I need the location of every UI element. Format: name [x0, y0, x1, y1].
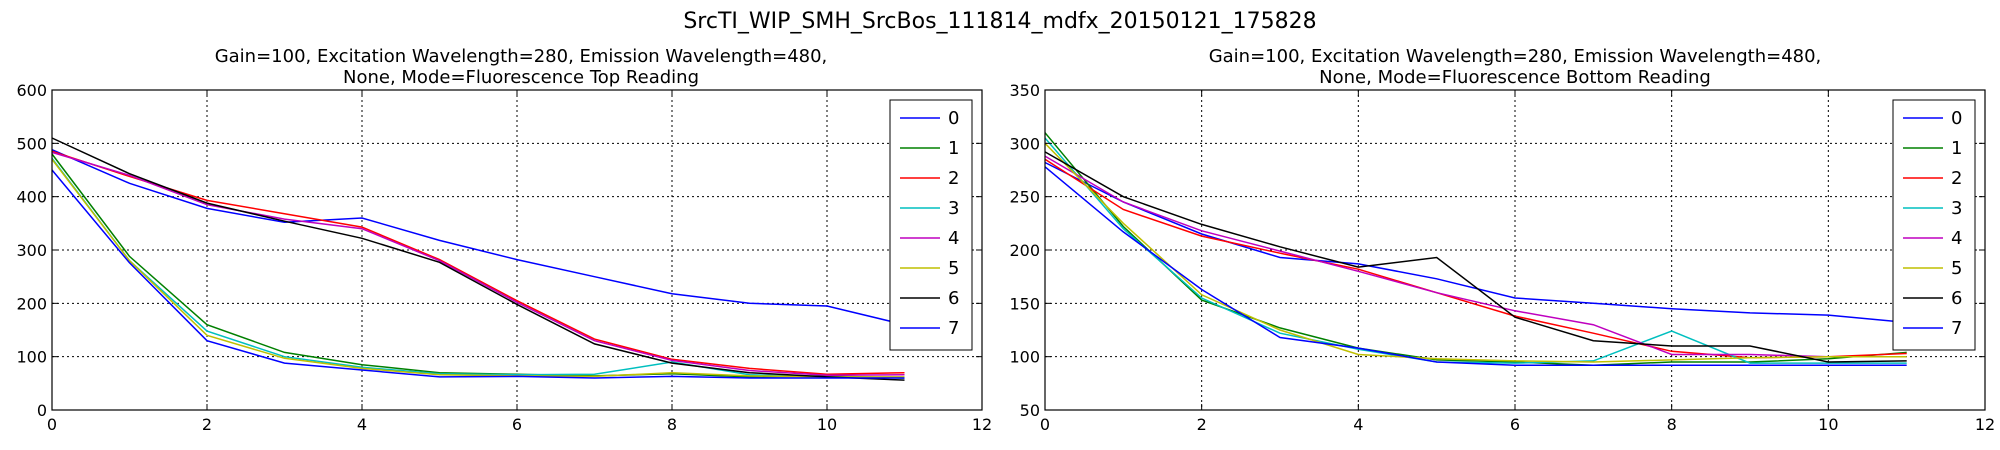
right-legend-box — [1892, 99, 1976, 351]
left-xtick-label: 6 — [512, 415, 522, 434]
right-series-line-1 — [1044, 132, 1907, 366]
right-ytick-label: 50 — [1020, 401, 1040, 420]
right-xtick-label: 0 — [1040, 415, 1050, 434]
left-chart: Gain=100, Excitation Wavelength=280, Emi… — [16, 46, 992, 434]
left-series-line-5 — [51, 158, 905, 378]
left-ytick-label: 500 — [16, 134, 47, 153]
left-legend-label-0: 0 — [948, 108, 959, 129]
right-legend: 0 1 2 3 4 5 6 7 — [1892, 99, 1976, 351]
left-xtick-label: 10 — [817, 415, 837, 434]
right-ytick-label: 200 — [1009, 241, 1040, 260]
right-legend-label-4: 4 — [1951, 228, 1962, 249]
left-ytick-label: 600 — [16, 81, 47, 100]
left-ytick-label: 400 — [16, 188, 47, 207]
right-legend-label-0: 0 — [1951, 108, 1962, 129]
right-xtick-label: 6 — [1510, 415, 1520, 434]
left-series-line-3 — [51, 157, 905, 379]
left-legend: 0 1 2 3 4 5 6 7 — [889, 99, 973, 351]
right-chart-title-line1: Gain=100, Excitation Wavelength=280, Emi… — [1209, 46, 1822, 67]
left-legend-label-4: 4 — [948, 228, 959, 249]
right-xtick-label: 4 — [1353, 415, 1363, 434]
right-ytick-label: 250 — [1009, 188, 1040, 207]
left-xtick-label: 4 — [357, 415, 367, 434]
left-xtick-label: 2 — [202, 415, 212, 434]
left-ytick-label: 200 — [16, 294, 47, 313]
right-legend-label-6: 6 — [1951, 288, 1962, 309]
left-legend-label-7: 7 — [948, 318, 959, 339]
left-chart-title-line1: Gain=100, Excitation Wavelength=280, Emi… — [215, 46, 828, 67]
left-series-line-6 — [51, 137, 905, 381]
left-chart-title-line2: None, Mode=Fluorescence Top Reading — [343, 67, 699, 88]
right-legend-label-7: 7 — [1951, 318, 1962, 339]
right-series-line-4 — [1044, 155, 1907, 358]
left-series-line-0 — [51, 149, 905, 326]
left-legend-label-2: 2 — [948, 168, 959, 189]
left-ytick-label: 300 — [16, 241, 47, 260]
left-legend-label-3: 3 — [948, 198, 959, 219]
right-chart-title-line2: None, Mode=Fluorescence Bottom Reading — [1319, 67, 1711, 88]
right-ytick-label: 300 — [1009, 134, 1040, 153]
figure-suptitle: SrcTI_WIP_SMH_SrcBos_111814_mdfx_2015012… — [683, 9, 1316, 34]
left-series-line-2 — [51, 150, 905, 376]
right-ytick-label: 150 — [1009, 294, 1040, 313]
left-series-line-1 — [51, 153, 905, 379]
left-ytick-label: 0 — [37, 401, 47, 420]
left-series-line-7 — [51, 169, 905, 379]
right-ytick-label: 100 — [1009, 348, 1040, 367]
right-legend-label-1: 1 — [1951, 138, 1962, 159]
left-legend-label-5: 5 — [948, 258, 959, 279]
right-xtick-label: 12 — [1975, 415, 1995, 434]
left-xtick-label: 8 — [667, 415, 677, 434]
right-ytick-label: 350 — [1009, 81, 1040, 100]
left-xtick-label: 12 — [972, 415, 992, 434]
right-series-line-0 — [1044, 161, 1907, 324]
right-chart: Gain=100, Excitation Wavelength=280, Emi… — [1009, 46, 1995, 434]
right-legend-label-5: 5 — [1951, 258, 1962, 279]
left-ytick-label: 100 — [16, 348, 47, 367]
left-xtick-label: 0 — [47, 415, 57, 434]
right-series-line-2 — [1044, 158, 1907, 359]
right-series-line-7 — [1044, 166, 1907, 366]
right-legend-label-3: 3 — [1951, 198, 1962, 219]
right-series-line-5 — [1044, 142, 1907, 363]
left-legend-box — [889, 99, 973, 351]
right-series-line-6 — [1044, 151, 1907, 363]
right-series-line-3 — [1044, 137, 1907, 364]
left-legend-label-1: 1 — [948, 138, 959, 159]
left-series-line-4 — [51, 151, 905, 377]
left-legend-label-6: 6 — [948, 288, 959, 309]
right-xtick-label: 8 — [1667, 415, 1677, 434]
right-legend-label-2: 2 — [1951, 168, 1962, 189]
right-xtick-label: 2 — [1197, 415, 1207, 434]
right-xtick-label: 10 — [1818, 415, 1838, 434]
